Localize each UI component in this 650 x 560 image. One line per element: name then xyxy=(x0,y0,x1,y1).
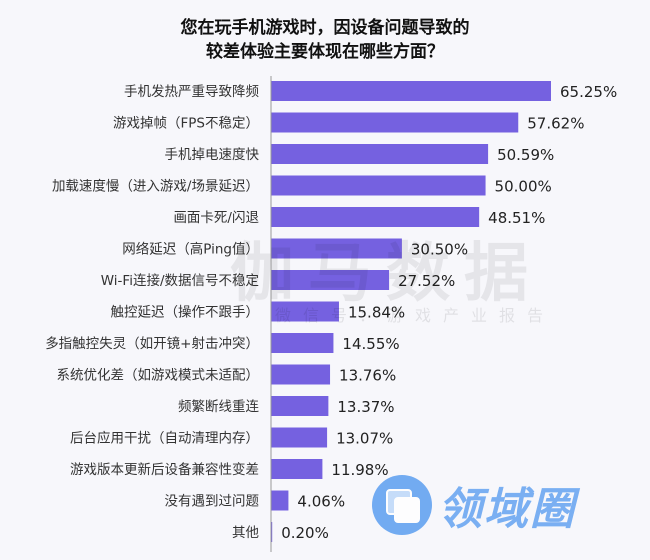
watermark-sub: 微信号：游戏产业报告 xyxy=(275,306,556,325)
bar xyxy=(271,459,323,479)
data-label: 57.62% xyxy=(527,115,584,133)
bar xyxy=(271,238,402,259)
bar xyxy=(271,81,551,101)
data-label: 14.55% xyxy=(342,335,399,353)
bar xyxy=(271,364,331,385)
bar xyxy=(271,175,486,196)
category-label: 频繁断线重连 xyxy=(178,399,259,415)
data-label: 4.06% xyxy=(297,493,345,511)
bar xyxy=(271,112,519,133)
bar xyxy=(271,207,480,227)
bar xyxy=(271,396,329,416)
category-label: 触控延迟（操作不跟手） xyxy=(111,305,260,321)
category-label: 多指触控失灵（如开镜+射击冲突） xyxy=(45,335,259,352)
bar xyxy=(271,490,289,511)
category-label: 手机发热严重导致降频 xyxy=(124,84,259,100)
data-label: 27.52% xyxy=(398,272,455,290)
category-label: 系统优化差（如游戏模式未适配） xyxy=(57,368,260,384)
bar xyxy=(271,270,390,290)
category-label: 其他 xyxy=(232,525,259,541)
logo-icon xyxy=(372,475,432,535)
bar xyxy=(271,301,339,322)
category-label: Wi-Fi连接/数据信号不稳定 xyxy=(101,272,259,289)
data-label: 13.37% xyxy=(337,398,394,416)
category-label: 后台应用干扰（自动清理内存） xyxy=(70,430,259,447)
category-label: 网络延迟（高Ping值） xyxy=(122,241,259,258)
category-label: 手机掉电速度快 xyxy=(165,147,260,163)
data-label: 48.51% xyxy=(488,209,545,227)
category-label: 游戏版本更新后设备兼容性变差 xyxy=(70,461,259,478)
logo: 领域圈 xyxy=(372,473,576,537)
bar xyxy=(271,144,489,164)
title-line-2: 较差体验主要体现在哪些方面？ xyxy=(206,42,444,62)
data-label: 50.00% xyxy=(495,178,552,196)
bar xyxy=(271,333,334,353)
category-label: 加载速度慢（进入游戏/场景延迟） xyxy=(52,178,259,195)
logo-text: 领域圈 xyxy=(438,484,576,535)
data-label: 13.76% xyxy=(339,367,396,385)
category-label: 没有遇到过问题 xyxy=(165,494,260,510)
chart-title: 您在玩手机游戏时，因设备问题导致的 较差体验主要体现在哪些方面？ xyxy=(0,16,650,64)
category-label: 游戏掉帧（FPS不稳定） xyxy=(113,116,259,132)
bar xyxy=(271,427,328,448)
data-label: 50.59% xyxy=(497,146,554,164)
category-label: 画面卡死/闪退 xyxy=(173,210,259,226)
title-line-1: 您在玩手机游戏时，因设备问题导致的 xyxy=(180,18,470,38)
data-label: 13.07% xyxy=(336,430,393,448)
data-label: 0.20% xyxy=(281,524,329,542)
data-label: 65.25% xyxy=(560,83,617,101)
data-label: 30.50% xyxy=(411,241,468,259)
data-label: 15.84% xyxy=(348,304,405,322)
bar xyxy=(271,522,273,542)
data-label: 11.98% xyxy=(331,461,388,479)
watermark-main: 伽马数据 xyxy=(230,237,542,311)
